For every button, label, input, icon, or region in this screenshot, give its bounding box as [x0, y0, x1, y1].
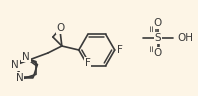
- Text: =: =: [148, 44, 157, 52]
- Text: =: =: [148, 24, 157, 32]
- Text: OH: OH: [178, 33, 194, 43]
- Text: N: N: [11, 60, 19, 70]
- Text: F: F: [85, 58, 91, 68]
- Text: O: O: [153, 18, 162, 28]
- Text: F: F: [117, 45, 123, 55]
- Text: N: N: [22, 51, 30, 62]
- Text: O: O: [57, 23, 65, 33]
- Text: N: N: [16, 73, 23, 83]
- Text: S: S: [154, 33, 161, 43]
- Text: O: O: [153, 48, 162, 58]
